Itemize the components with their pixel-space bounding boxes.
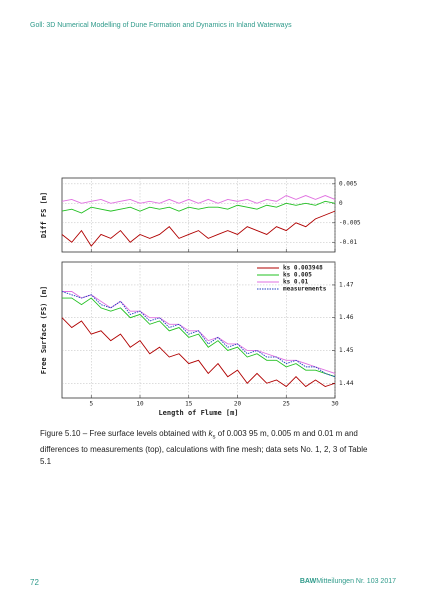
x-axis-label: Length of Flume [m] <box>158 409 238 417</box>
caption-symbol: k <box>208 429 213 438</box>
header-title: Goll: 3D Numerical Modelling of Dune For… <box>30 22 292 29</box>
series-line <box>62 297 336 378</box>
caption-subscript: s <box>212 434 216 441</box>
y-axis-label: Free Surface (FS) [m] <box>40 286 48 375</box>
y-tick-label: 0 <box>339 200 343 207</box>
plot-frame <box>61 177 336 253</box>
y-tick-label: 0.005 <box>339 180 357 187</box>
caption-text: Figure 5.10 – Free surface levels obtain… <box>40 429 209 438</box>
series-line <box>61 200 336 214</box>
y-tick-label: -0.01 <box>339 239 357 246</box>
legend-label: ks 0.01 <box>283 279 309 286</box>
x-tick-label: 20 <box>234 401 242 408</box>
y-axis-label: Diff FS [m] <box>40 192 48 238</box>
brand: BAW <box>299 578 317 585</box>
series-line <box>61 291 336 378</box>
page-number: 72 <box>30 578 39 587</box>
legend-label: ks 0.003948 <box>283 265 323 272</box>
y-tick-label: -0.005 <box>339 219 361 226</box>
publication: BAWMitteilungen Nr. 103 2017 <box>300 578 396 585</box>
x-tick-label: 25 <box>283 401 291 408</box>
y-tick-label: 1.45 <box>339 347 354 354</box>
y-tick-label: 1.44 <box>339 380 354 387</box>
publication-name: Mitteilungen Nr. 103 2017 <box>316 578 396 585</box>
plot-frame <box>61 261 336 399</box>
x-tick-label: 15 <box>185 401 193 408</box>
figure: 0.005 0 -0.005 -0.01 Diff FS [m] 1.47 1.46 1.45… <box>40 177 361 417</box>
y-tick-label: 1.46 <box>339 314 354 321</box>
y-tick-label: 1.47 <box>339 281 354 288</box>
x-tick-label: 5 <box>89 401 93 408</box>
series-line <box>61 210 336 247</box>
series-line <box>61 195 336 204</box>
x-tick-label: 30 <box>331 401 339 408</box>
legend-label: ks 0.005 <box>283 272 312 279</box>
series-line <box>61 317 336 388</box>
legend-label: measurements <box>283 286 327 293</box>
caption: Figure 5.10 – Free surface levels obtain… <box>40 428 370 468</box>
x-tick-label: 10 <box>136 401 144 408</box>
caption-text: of 0.003 95 m, 0.005 m and 0.01 m and di… <box>40 429 368 466</box>
